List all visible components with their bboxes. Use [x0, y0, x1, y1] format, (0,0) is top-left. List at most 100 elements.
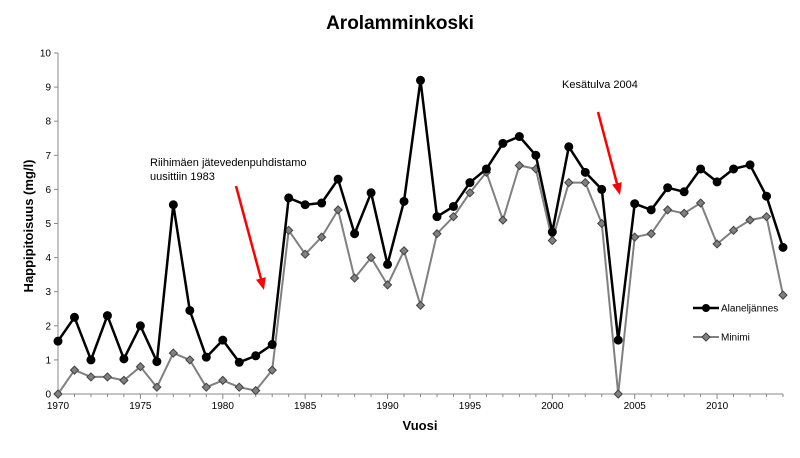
data-point-minimi — [366, 252, 376, 263]
data-point-alaneljannes — [646, 205, 656, 215]
data-point-alaneljannes — [448, 201, 458, 211]
data-point-minimi — [745, 215, 755, 225]
data-point-minimi — [119, 375, 129, 386]
data-point-alaneljannes — [416, 75, 425, 85]
data-point-alaneljannes — [350, 229, 360, 239]
data-point-minimi — [695, 198, 706, 208]
annotation-1983: Riihimäen jätevedenpuhdistamo uusittiin 1… — [150, 157, 307, 290]
legend-item-minimi: Minimi — [693, 332, 750, 344]
data-point-minimi — [349, 273, 360, 283]
y-tick-label: 10 — [40, 49, 52, 60]
data-point-minimi — [234, 382, 244, 392]
y-tick-label: 3 — [45, 287, 51, 298]
data-point-minimi — [53, 389, 63, 399]
red-arrow-shaft — [596, 111, 619, 184]
data-point-alaneljannes — [69, 312, 79, 322]
legend-marker-circle — [702, 304, 710, 312]
data-point-alaneljannes — [580, 167, 590, 177]
data-point-minimi — [465, 188, 475, 198]
data-point-minimi — [778, 290, 788, 300]
data-point-minimi — [646, 229, 656, 239]
data-point-minimi — [662, 205, 673, 215]
data-point-alaneljannes — [251, 351, 261, 361]
data-point-alaneljannes — [630, 199, 640, 209]
x-tick-label: 1995 — [459, 401, 482, 412]
data-point-alaneljannes — [778, 242, 788, 252]
data-point-minimi — [547, 235, 558, 246]
data-point-alaneljannes — [679, 187, 689, 197]
y-tick-label: 6 — [45, 185, 51, 196]
data-point-minimi — [135, 362, 146, 372]
data-point-minimi — [267, 365, 277, 375]
annotation-2004: Kesätulva 2004 — [562, 79, 638, 195]
legend-item-alaneljannes: Alaneljännes — [693, 304, 778, 315]
data-point-alaneljannes — [201, 352, 211, 362]
data-point-minimi — [564, 177, 574, 188]
series-alaneljannes — [53, 75, 788, 367]
data-point-alaneljannes — [498, 138, 508, 148]
data-point-alaneljannes — [745, 160, 755, 170]
data-point-alaneljannes — [317, 198, 327, 208]
data-point-minimi — [415, 300, 426, 311]
y-tick-label: 5 — [45, 219, 51, 230]
data-point-alaneljannes — [762, 191, 772, 201]
annotation-layer: Riihimäen jätevedenpuhdistamo uusittiin 1… — [150, 79, 638, 290]
data-point-minimi — [333, 205, 343, 215]
data-point-minimi — [152, 382, 162, 392]
data-point-minimi — [218, 375, 228, 386]
data-point-alaneljannes — [284, 193, 294, 203]
data-point-alaneljannes — [135, 321, 145, 331]
data-point-alaneljannes — [465, 178, 475, 188]
data-point-minimi — [168, 348, 179, 358]
annotation-2004-text: Kesätulva 2004 — [562, 79, 638, 91]
x-tick-label: 2010 — [706, 401, 729, 412]
data-point-minimi — [300, 249, 310, 259]
data-point-alaneljannes — [547, 227, 557, 237]
data-point-minimi — [761, 211, 772, 222]
data-point-alaneljannes — [53, 336, 63, 346]
annotation-1983-text: uusittiin 1983 — [150, 171, 215, 183]
data-point-alaneljannes — [712, 177, 722, 187]
red-arrow-head — [256, 277, 266, 290]
data-point-alaneljannes — [432, 212, 442, 222]
data-point-alaneljannes — [729, 164, 739, 174]
series-line-minimi — [57, 164, 784, 395]
data-point-alaneljannes — [267, 340, 277, 350]
data-point-alaneljannes — [663, 183, 673, 193]
x-tick-label: 2000 — [541, 401, 564, 412]
data-point-alaneljannes — [152, 357, 162, 367]
data-point-minimi — [498, 215, 508, 225]
y-tick-label: 7 — [45, 151, 51, 162]
data-point-alaneljannes — [531, 150, 541, 160]
annotation-1983-text: Riihimäen jätevedenpuhdistamo — [150, 157, 307, 169]
x-tick-label: 1970 — [47, 401, 70, 412]
data-point-minimi — [712, 239, 722, 249]
x-tick-label: 1985 — [294, 401, 317, 412]
red-arrow-shaft — [234, 185, 263, 279]
data-point-alaneljannes — [481, 164, 491, 174]
data-point-alaneljannes — [399, 196, 409, 206]
data-point-alaneljannes — [300, 200, 310, 210]
series-minimi — [53, 160, 788, 399]
data-point-minimi — [201, 382, 212, 392]
data-point-alaneljannes — [613, 335, 623, 345]
legend-label: Minimi — [721, 333, 750, 344]
y-tick-label: 8 — [45, 117, 51, 128]
data-point-alaneljannes — [597, 184, 607, 194]
data-point-minimi — [613, 389, 623, 399]
data-point-alaneljannes — [102, 311, 112, 321]
series-layer — [53, 75, 788, 399]
y-axis: 0 1 2 3 4 5 6 7 8 9 10 — [40, 49, 59, 401]
data-point-minimi — [432, 229, 442, 239]
data-point-minimi — [185, 355, 195, 365]
data-point-alaneljannes — [383, 259, 393, 269]
data-point-alaneljannes — [333, 174, 343, 184]
legend: Alaneljännes Minimi — [693, 304, 778, 344]
x-axis-title: Vuosi — [403, 418, 438, 433]
data-point-alaneljannes — [564, 142, 574, 152]
data-point-minimi — [728, 225, 739, 236]
data-point-alaneljannes — [218, 335, 228, 345]
data-point-minimi — [102, 372, 113, 382]
data-point-alaneljannes — [514, 132, 524, 142]
